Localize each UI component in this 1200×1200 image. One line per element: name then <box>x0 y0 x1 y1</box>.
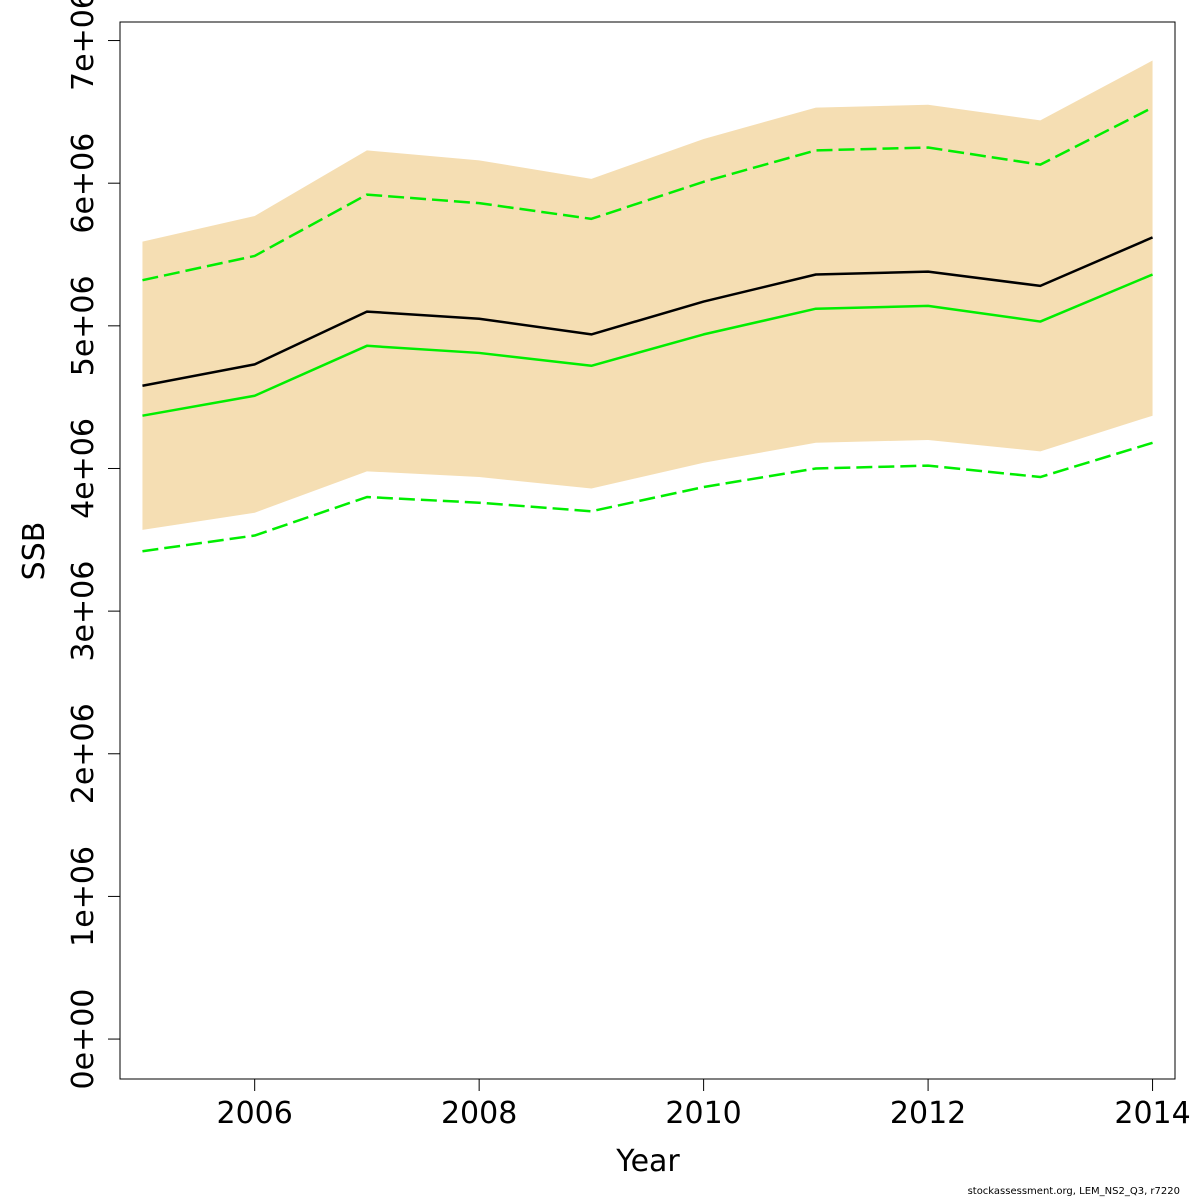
confidence-band-layer <box>142 60 1153 530</box>
x-tick-label: 2010 <box>665 1096 741 1131</box>
series-layer <box>142 106 1154 553</box>
y-tick-label: 3e+06 <box>66 561 101 662</box>
plot-frame <box>119 21 1176 1080</box>
x-tick-label: 2014 <box>1114 1096 1190 1131</box>
y-axis-title: SSB <box>17 522 52 581</box>
y-tick-label: 1e+06 <box>66 846 101 947</box>
x-tick-label: 2006 <box>217 1096 293 1131</box>
y-tick-label: 7e+06 <box>66 0 101 91</box>
footer-note: stockassessment.org, LEM_NS2_Q3, r7220 <box>967 1186 1180 1197</box>
series-line-2 <box>142 273 1154 417</box>
x-tick-label: 2008 <box>441 1096 517 1131</box>
y-tick-label: 5e+06 <box>66 275 101 376</box>
y-tick-label: 4e+06 <box>66 418 101 519</box>
y-tick-label: 0e+00 <box>66 989 101 1090</box>
confidence-band <box>142 60 1153 530</box>
y-axis: 0e+00 1e+06 2e+06 3e+06 4e+06 5e+06 6e+06 7e+06 <box>66 0 120 1089</box>
series-line-1 <box>142 236 1154 387</box>
y-tick-label: 6e+06 <box>66 133 101 234</box>
x-axis: 2006 2008 2010 2012 2014 <box>217 1079 1191 1131</box>
x-axis-title: Year <box>615 1144 680 1179</box>
series-line-3 <box>142 106 1154 282</box>
x-tick-label: 2012 <box>890 1096 966 1131</box>
series-line-4 <box>142 441 1153 553</box>
y-tick-label: 2e+06 <box>66 703 101 804</box>
